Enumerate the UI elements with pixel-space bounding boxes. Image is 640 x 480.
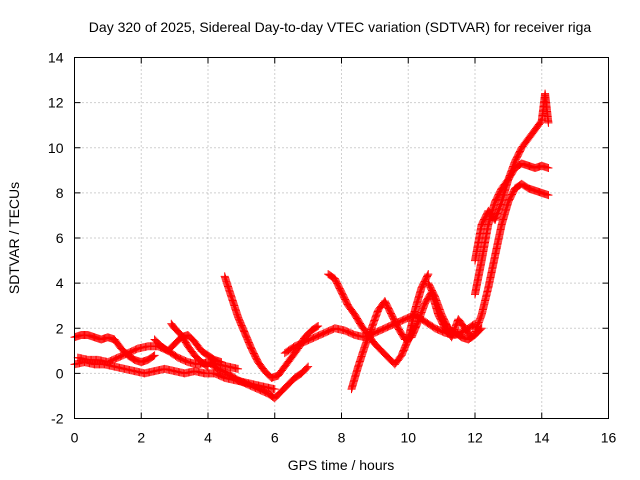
data-point: [477, 324, 486, 333]
x-tick-label: 14: [534, 430, 550, 446]
data-point: [270, 385, 279, 394]
data-point: [313, 322, 322, 331]
y-tick-label: -2: [51, 411, 64, 427]
x-tick-label: 4: [204, 430, 212, 446]
data-point: [424, 270, 433, 279]
x-tick-label: 10: [400, 430, 416, 446]
data-point: [423, 271, 432, 280]
y-tick-label: 2: [56, 320, 64, 336]
marks-layer: [70, 89, 553, 403]
grid-layer: [74, 57, 609, 419]
data-point: [149, 352, 158, 361]
x-tick-label: 6: [271, 430, 279, 446]
x-tick-label: 12: [467, 430, 483, 446]
series-track-7: [204, 358, 313, 403]
data-point: [217, 358, 226, 367]
y-axis-label: SDTVAR / TECUs: [6, 182, 22, 294]
y-tick-label: 8: [56, 185, 64, 201]
data-point: [304, 362, 313, 371]
series-track-1: [70, 331, 159, 367]
x-tick-label: 8: [338, 430, 346, 446]
y-tick-label: 12: [48, 95, 64, 111]
x-tick-label: 2: [137, 430, 145, 446]
series-track-5: [167, 319, 212, 371]
x-tick-label: 0: [71, 430, 79, 446]
plot-frame: [74, 57, 609, 419]
data-point: [150, 351, 159, 360]
axes-layer: 0 2 4 6 8 10 12 14 16 -2 0 2 4 6 8 10 12 14: [48, 50, 617, 446]
y-tick-label: 4: [56, 275, 64, 291]
y-tick-label: 14: [48, 50, 64, 66]
data-point: [544, 118, 553, 127]
data-point: [544, 164, 553, 173]
x-axis-label: GPS time / hours: [288, 457, 395, 473]
data-point: [234, 364, 243, 373]
data-point: [314, 321, 323, 330]
x-tick-label: 16: [601, 430, 617, 446]
data-point: [544, 191, 553, 200]
data-point: [303, 363, 312, 372]
series-track-12: [471, 179, 553, 337]
series-track-14: [471, 89, 553, 265]
y-tick-label: 0: [56, 365, 64, 381]
chart-title: Day 320 of 2025, Sidereal Day-to-day VTE…: [89, 19, 592, 35]
y-tick-label: 6: [56, 230, 64, 246]
y-tick-label: 10: [48, 140, 64, 156]
